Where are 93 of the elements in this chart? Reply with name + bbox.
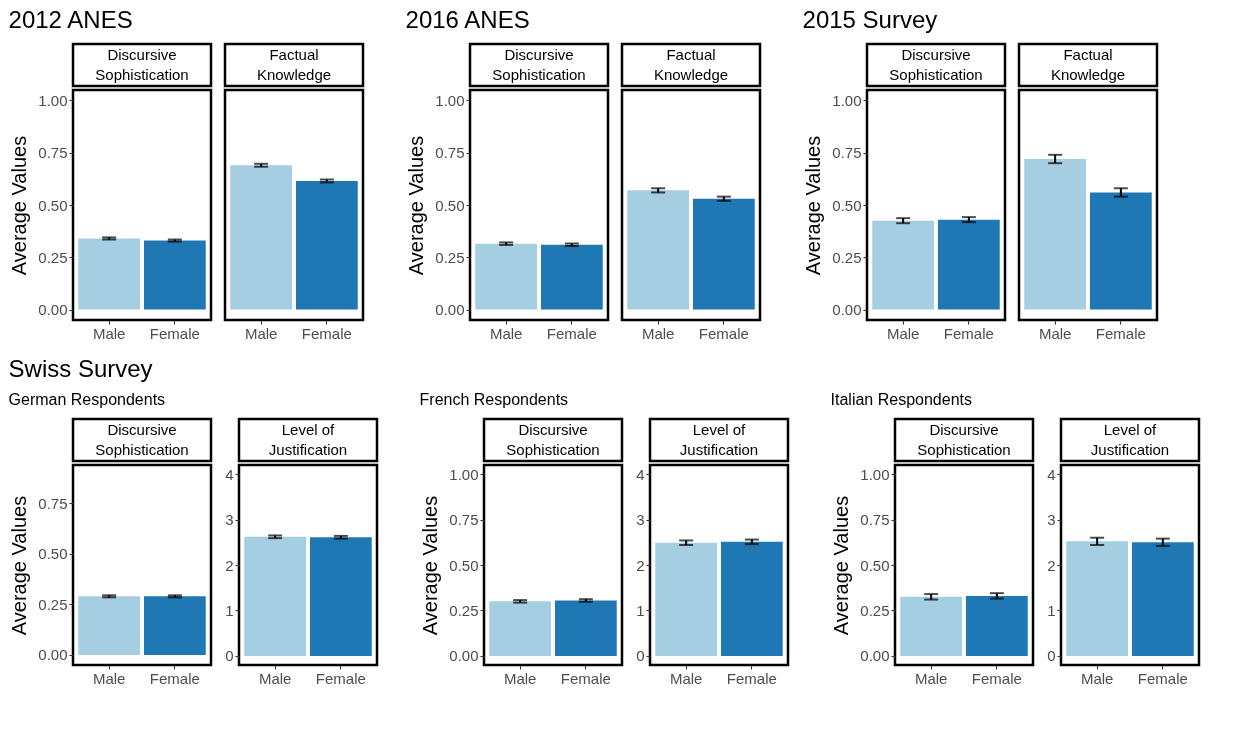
x-tick-label: Female <box>315 669 366 687</box>
y-axis-title: Average Values <box>802 135 825 276</box>
y-tick-label: 0.25 <box>832 248 862 266</box>
x-tick-label: Female <box>301 324 352 342</box>
chart-subtitle: Discursive Sophistication <box>492 46 586 83</box>
y-tick-label: 2 <box>225 556 234 574</box>
y-tick-label: 0.50 <box>832 196 862 214</box>
y-tick-label: 2 <box>1047 556 1056 574</box>
y-axis-title: Average Values <box>405 135 428 276</box>
y-tick-label: 0.50 <box>38 196 68 214</box>
y-tick-label: 0.00 <box>832 301 862 319</box>
y-tick-label: 0.50 <box>449 556 479 574</box>
y-tick-label: 0.25 <box>38 595 68 613</box>
x-tick-label: Female <box>1095 324 1146 342</box>
y-tick-label: 1.00 <box>435 91 465 109</box>
y-tick-label: 0.75 <box>38 144 68 162</box>
x-tick-label: Female <box>560 669 611 687</box>
x-tick-label: Female <box>943 324 994 342</box>
x-tick-label: Male <box>669 669 703 687</box>
x-tick-label: Female <box>726 669 777 687</box>
y-tick-label: 0.50 <box>38 545 68 563</box>
y-tick-label: 1 <box>1047 601 1056 619</box>
chart-title: 2012 ANES <box>8 5 133 33</box>
y-tick-label: 3 <box>636 511 645 529</box>
chart-subtitle: Level of Justification <box>679 421 759 458</box>
x-tick-label: Male <box>914 669 948 687</box>
x-tick-label: Female <box>971 669 1022 687</box>
text: German Respondents <box>8 390 166 408</box>
y-tick-label: 1.00 <box>860 465 890 483</box>
y-tick-label: 3 <box>225 511 234 529</box>
y-tick-label: 1.00 <box>832 91 862 109</box>
y-tick-label: 0.00 <box>38 301 68 319</box>
chart-title: Swiss Survey <box>8 354 153 382</box>
y-tick-label: 0.75 <box>860 511 890 529</box>
y-tick-label: 0.75 <box>38 494 68 512</box>
y-tick-label: 0 <box>636 647 645 665</box>
y-axis-title: Average Values <box>830 495 853 636</box>
y-tick-label: 0.50 <box>435 196 465 214</box>
y-tick-label: 0.25 <box>860 601 890 619</box>
x-tick-label: Male <box>641 324 675 342</box>
x-tick-label: Male <box>258 669 292 687</box>
x-tick-label: Female <box>149 324 200 342</box>
text: Italian Respondents <box>830 390 972 408</box>
y-tick-label: 0 <box>1047 647 1056 665</box>
y-tick-label: 0.50 <box>860 556 890 574</box>
y-tick-label: 2 <box>636 556 645 574</box>
chart-subtitle: Discursive Sophistication <box>917 421 1011 458</box>
x-tick-label: Female <box>149 669 200 687</box>
y-tick-label: 4 <box>225 465 234 483</box>
y-tick-label: 0.25 <box>449 601 479 619</box>
chart-subtitle: Factual Knowledge <box>256 46 332 83</box>
x-tick-label: Female <box>1137 669 1188 687</box>
y-tick-label: 1.00 <box>38 91 68 109</box>
chart-subtitle: Discursive Sophistication <box>95 46 189 83</box>
x-tick-label: Male <box>92 669 126 687</box>
y-tick-label: 1.00 <box>449 465 479 483</box>
x-tick-label: Male <box>503 669 537 687</box>
chart-subtitle: Discursive Sophistication <box>889 46 983 83</box>
y-tick-label: 0.75 <box>449 511 479 529</box>
y-tick-label: 0.00 <box>435 301 465 319</box>
y-tick-label: 4 <box>1047 465 1056 483</box>
chart-title: 2016 ANES <box>405 5 530 33</box>
x-tick-label: Female <box>698 324 749 342</box>
chart-subtitle: Level of Justification <box>268 421 348 458</box>
x-tick-label: Male <box>244 324 278 342</box>
chart-subtitle: Discursive Sophistication <box>95 421 189 458</box>
x-tick-label: Female <box>546 324 597 342</box>
y-tick-label: 3 <box>1047 511 1056 529</box>
y-tick-label: 0.00 <box>449 647 479 665</box>
text: French Respondents <box>419 390 569 408</box>
x-tick-label: Male <box>92 324 126 342</box>
x-tick-label: Male <box>1080 669 1114 687</box>
chart-subtitle: Factual Knowledge <box>1050 46 1126 83</box>
x-tick-label: Male <box>1038 324 1072 342</box>
chart-subtitle: Discursive Sophistication <box>506 421 600 458</box>
y-tick-label: 0.00 <box>860 647 890 665</box>
y-tick-label: 1 <box>225 601 234 619</box>
chart-title: 2015 Survey <box>802 5 938 33</box>
x-tick-label: Male <box>886 324 920 342</box>
y-tick-label: 0.75 <box>832 144 862 162</box>
chart-subtitle: Level of Justification <box>1090 421 1170 458</box>
y-axis-title: Average Values <box>419 495 442 636</box>
x-tick-label: Male <box>489 324 523 342</box>
y-tick-label: 1 <box>636 601 645 619</box>
chart-subtitle: Factual Knowledge <box>653 46 729 83</box>
y-tick-label: 4 <box>636 465 645 483</box>
y-tick-label: 0.25 <box>38 248 68 266</box>
y-axis-title: Average Values <box>8 135 31 276</box>
y-tick-label: 0.00 <box>38 646 68 664</box>
y-axis-title: Average Values <box>8 495 31 636</box>
y-tick-label: 0 <box>225 647 234 665</box>
y-tick-label: 0.25 <box>435 248 465 266</box>
y-tick-label: 0.75 <box>435 144 465 162</box>
